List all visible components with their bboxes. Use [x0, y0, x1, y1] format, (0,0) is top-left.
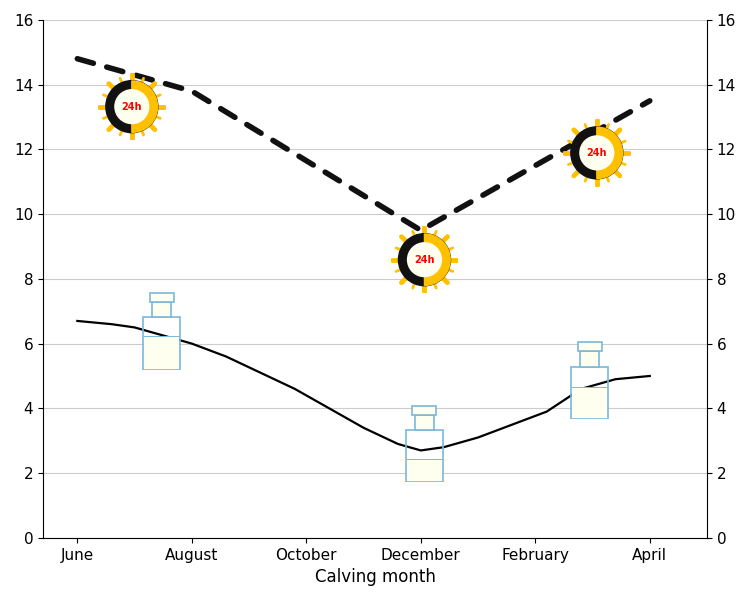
Circle shape	[580, 136, 614, 170]
Circle shape	[106, 80, 158, 133]
FancyBboxPatch shape	[152, 302, 172, 317]
Circle shape	[407, 243, 441, 277]
Circle shape	[115, 90, 148, 124]
Wedge shape	[597, 127, 622, 179]
FancyBboxPatch shape	[413, 406, 436, 415]
FancyBboxPatch shape	[407, 459, 442, 481]
FancyBboxPatch shape	[415, 415, 434, 430]
FancyBboxPatch shape	[578, 342, 602, 352]
Text: 24h: 24h	[122, 101, 142, 112]
FancyBboxPatch shape	[580, 352, 599, 367]
Circle shape	[398, 233, 451, 286]
Wedge shape	[424, 234, 450, 286]
FancyBboxPatch shape	[572, 388, 608, 418]
X-axis label: Calving month: Calving month	[314, 568, 436, 586]
FancyBboxPatch shape	[145, 336, 179, 369]
Text: 24h: 24h	[586, 148, 607, 158]
FancyBboxPatch shape	[150, 293, 174, 302]
Circle shape	[571, 127, 622, 179]
Wedge shape	[132, 81, 158, 133]
Text: 24h: 24h	[414, 254, 435, 265]
